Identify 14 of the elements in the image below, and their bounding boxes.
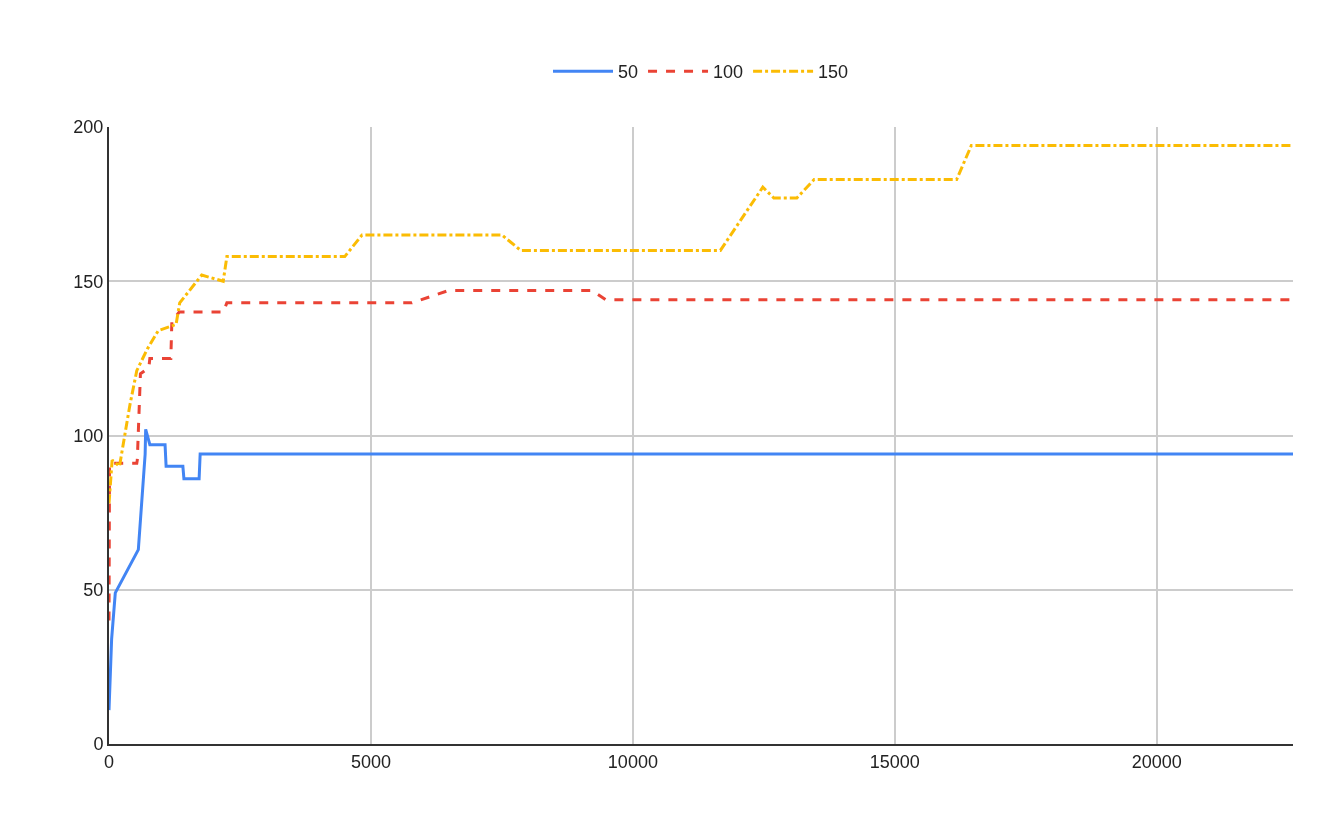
x-tick-label: 20000 — [1131, 751, 1182, 772]
y-tick-label: 100 — [73, 425, 104, 446]
legend-label: 150 — [818, 62, 849, 83]
y-tick-label: 200 — [73, 117, 104, 138]
legend-label: 100 — [713, 62, 744, 83]
x-tick-label: 5000 — [350, 751, 391, 772]
y-tick-label: 50 — [83, 580, 104, 601]
legend-label: 50 — [618, 62, 639, 83]
line-series — [109, 144, 1293, 505]
line-series — [109, 427, 1293, 712]
y-tick-label: 150 — [73, 271, 104, 292]
x-tick-label: 10000 — [607, 751, 658, 772]
x-tick-label: 15000 — [869, 751, 920, 772]
y-tick-label: 0 — [93, 734, 104, 755]
